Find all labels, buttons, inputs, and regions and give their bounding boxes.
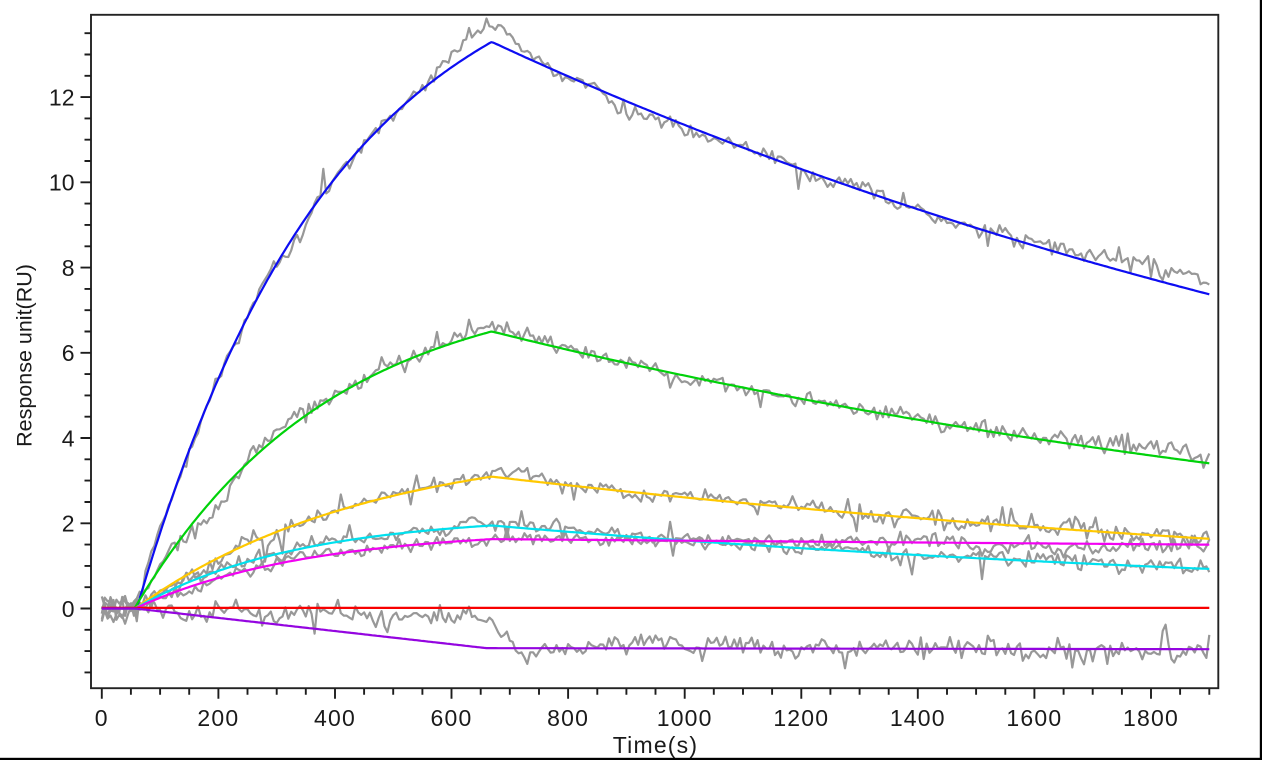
svg-text:10: 10 (49, 170, 75, 196)
svg-text:400: 400 (314, 705, 356, 731)
svg-text:800: 800 (547, 705, 589, 731)
svg-text:2: 2 (62, 511, 75, 537)
svg-text:4: 4 (62, 425, 75, 451)
svg-text:200: 200 (197, 705, 239, 731)
svg-text:600: 600 (431, 705, 473, 731)
svg-text:0: 0 (62, 596, 75, 622)
svg-text:6: 6 (62, 340, 75, 366)
svg-text:Response unit(RU): Response unit(RU) (13, 264, 37, 447)
svg-text:Time(s): Time(s) (613, 732, 698, 758)
svg-text:8: 8 (62, 255, 75, 281)
svg-text:0: 0 (95, 705, 109, 731)
svg-text:1800: 1800 (1123, 705, 1179, 731)
svg-text:1600: 1600 (1006, 705, 1062, 731)
svg-text:12: 12 (49, 84, 75, 110)
svg-text:1400: 1400 (890, 705, 946, 731)
svg-text:1000: 1000 (657, 705, 713, 731)
svg-text:1200: 1200 (773, 705, 829, 731)
